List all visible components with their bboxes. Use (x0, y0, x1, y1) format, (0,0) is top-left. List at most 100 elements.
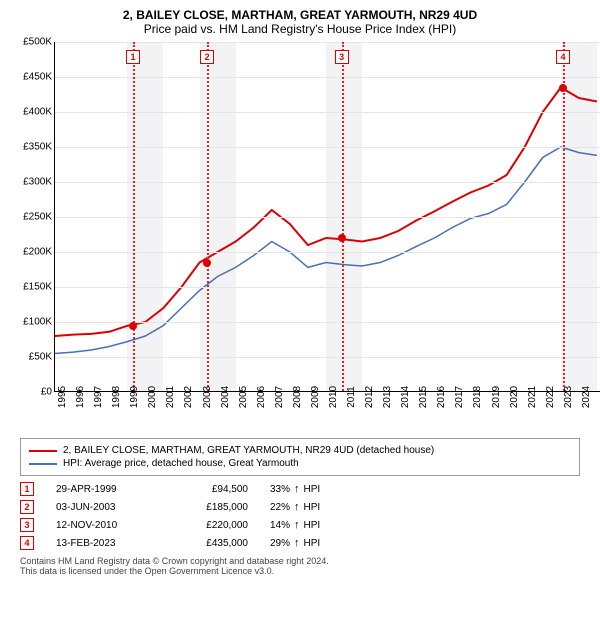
y-axis-label: £300K (23, 177, 52, 188)
x-axis-label: 1999 (129, 386, 140, 408)
sale-marker-box: 3 (20, 518, 34, 532)
x-axis-label: 2021 (527, 386, 538, 408)
x-axis-label: 2003 (202, 386, 213, 408)
sale-row: 1 29-APR-1999 £94,500 33% ↑ HPI (20, 482, 580, 496)
gridline (55, 182, 600, 183)
x-axis-label: 2010 (328, 386, 339, 408)
x-axis-label: 1998 (111, 386, 122, 408)
x-axis-label: 2024 (581, 386, 592, 408)
arrow-up-icon: ↑ (294, 519, 300, 531)
gridline (55, 252, 600, 253)
sale-price: £220,000 (178, 520, 248, 531)
marker-dot (129, 322, 137, 330)
gridline (55, 322, 600, 323)
x-axis-label: 1996 (75, 386, 86, 408)
sale-marker-box: 2 (20, 500, 34, 514)
arrow-up-icon: ↑ (294, 501, 300, 513)
x-axis-label: 2012 (364, 386, 375, 408)
sale-pct-vs-hpi: 22% ↑ HPI (270, 501, 320, 513)
gridline (55, 357, 600, 358)
marker-line (133, 42, 135, 391)
marker-line (207, 42, 209, 391)
x-axis-label: 2001 (165, 386, 176, 408)
legend-swatch (29, 450, 57, 452)
x-axis-label: 2006 (256, 386, 267, 408)
y-axis-label: £250K (23, 212, 52, 223)
sale-date: 03-JUN-2003 (56, 502, 156, 513)
y-axis-label: £150K (23, 282, 52, 293)
y-axis-label: £200K (23, 247, 52, 258)
y-axis-label: £100K (23, 317, 52, 328)
marker-line (563, 42, 565, 391)
x-axis-label: 2023 (563, 386, 574, 408)
x-axis-label: 2016 (436, 386, 447, 408)
sale-price: £435,000 (178, 538, 248, 549)
chart-area: £0£50K£100K£150K£200K£250K£300K£350K£400… (54, 42, 600, 392)
footer-attribution: Contains HM Land Registry data © Crown c… (20, 556, 580, 576)
y-axis-label: £500K (23, 37, 52, 48)
series-line-property (55, 88, 597, 337)
marker-box-2: 2 (200, 50, 214, 64)
arrow-up-icon: ↑ (294, 537, 300, 549)
x-axis-label: 2011 (346, 386, 357, 408)
sales-table: 1 29-APR-1999 £94,500 33% ↑ HPI 2 03-JUN-2003… (20, 482, 580, 550)
x-axis-label: 2007 (274, 386, 285, 408)
x-axis-label: 2002 (183, 386, 194, 408)
x-axis-label: 2018 (472, 386, 483, 408)
sale-marker-box: 1 (20, 482, 34, 496)
gridline (55, 217, 600, 218)
legend-swatch (29, 463, 57, 465)
sale-date: 13-FEB-2023 (56, 538, 156, 549)
sale-pct-vs-hpi: 29% ↑ HPI (270, 537, 320, 549)
sale-price: £185,000 (178, 502, 248, 513)
x-axis-label: 2017 (454, 386, 465, 408)
arrow-up-icon: ↑ (294, 483, 300, 495)
sale-marker-box: 4 (20, 536, 34, 550)
marker-dot (559, 84, 567, 92)
gridline (55, 147, 600, 148)
x-axis-label: 2000 (147, 386, 158, 408)
gridline (55, 112, 600, 113)
y-axis-label: £400K (23, 107, 52, 118)
marker-line (342, 42, 344, 391)
legend-label: HPI: Average price, detached house, Grea… (63, 458, 299, 469)
footer-line-1: Contains HM Land Registry data © Crown c… (20, 556, 580, 566)
sale-row: 2 03-JUN-2003 £185,000 22% ↑ HPI (20, 500, 580, 514)
sale-date: 29-APR-1999 (56, 484, 156, 495)
sale-row: 3 12-NOV-2010 £220,000 14% ↑ HPI (20, 518, 580, 532)
sale-row: 4 13-FEB-2023 £435,000 29% ↑ HPI (20, 536, 580, 550)
gridline (55, 287, 600, 288)
x-axis-label: 2009 (310, 386, 321, 408)
sale-pct-vs-hpi: 33% ↑ HPI (270, 483, 320, 495)
x-axis-label: 2004 (220, 386, 231, 408)
y-axis-label: £50K (29, 352, 52, 363)
sale-price: £94,500 (178, 484, 248, 495)
x-axis-label: 2022 (545, 386, 556, 408)
gridline (55, 42, 600, 43)
x-axis-label: 2005 (238, 386, 249, 408)
x-axis-label: 2013 (382, 386, 393, 408)
x-axis-label: 2020 (509, 386, 520, 408)
marker-box-3: 3 (335, 50, 349, 64)
sale-date: 12-NOV-2010 (56, 520, 156, 531)
legend-label: 2, BAILEY CLOSE, MARTHAM, GREAT YARMOUTH… (63, 445, 434, 456)
marker-box-1: 1 (126, 50, 140, 64)
y-axis-label: £0 (41, 387, 52, 398)
x-axis-label: 2008 (292, 386, 303, 408)
chart-title: 2, BAILEY CLOSE, MARTHAM, GREAT YARMOUTH… (10, 8, 590, 22)
x-axis-label: 1997 (93, 386, 104, 408)
x-axis-label: 1995 (57, 386, 68, 408)
y-axis-label: £450K (23, 72, 52, 83)
legend-box: 2, BAILEY CLOSE, MARTHAM, GREAT YARMOUTH… (20, 438, 580, 476)
sale-pct-vs-hpi: 14% ↑ HPI (270, 519, 320, 531)
y-axis-label: £350K (23, 142, 52, 153)
x-axis-label: 2019 (491, 386, 502, 408)
x-axis-label: 2015 (418, 386, 429, 408)
footer-line-2: This data is licensed under the Open Gov… (20, 566, 580, 576)
marker-dot (338, 234, 346, 242)
gridline (55, 77, 600, 78)
x-axis-label: 2014 (400, 386, 411, 408)
legend-item: 2, BAILEY CLOSE, MARTHAM, GREAT YARMOUTH… (29, 445, 571, 456)
legend-item: HPI: Average price, detached house, Grea… (29, 458, 571, 469)
chart-subtitle: Price paid vs. HM Land Registry's House … (10, 22, 590, 36)
